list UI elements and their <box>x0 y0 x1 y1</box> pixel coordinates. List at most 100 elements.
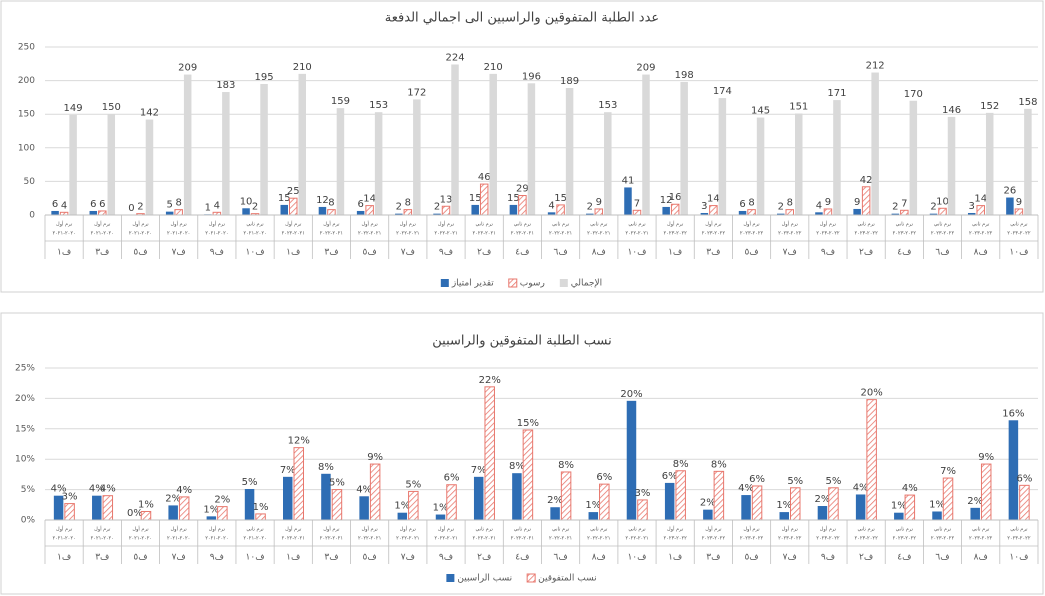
bar <box>217 506 228 521</box>
bar <box>51 210 59 215</box>
bar <box>891 213 900 215</box>
term-label: ترم أول <box>94 526 111 533</box>
data-label: 209 <box>636 63 655 74</box>
x-tick-label: ف٧ <box>783 248 797 258</box>
data-label: 14 <box>363 194 376 205</box>
data-label: 224 <box>445 52 464 63</box>
term-label: ترم ثاني <box>476 527 494 533</box>
data-label: 2 <box>137 202 143 213</box>
data-label: 0 <box>128 203 134 214</box>
bar <box>779 512 789 520</box>
x-tick-label: ف١ <box>286 248 300 258</box>
year-label: ٢٠٢٠-٢٠٢١ <box>91 536 114 542</box>
term-label: ترم أول <box>209 526 226 533</box>
data-label: 8 <box>328 198 334 209</box>
year-label: ٢٠٢٢-٢٠٢٣ <box>702 536 726 542</box>
term-label: ترم ثاني <box>896 527 914 533</box>
data-label: 2% <box>214 495 230 506</box>
term-label: ترم ثاني <box>857 527 875 533</box>
bar <box>738 210 747 215</box>
term-label: ترم ثاني <box>628 527 646 533</box>
data-label: 183 <box>216 80 235 91</box>
year-label: ٢٠٢١-٢٠٢٢ <box>549 231 572 237</box>
bar <box>98 210 107 216</box>
bar <box>522 429 534 521</box>
x-tick-label: ف٢ <box>477 248 491 258</box>
data-label: 210 <box>293 62 312 73</box>
data-label: 212 <box>866 61 885 72</box>
bar <box>451 64 459 215</box>
chart-frame <box>0 0 1044 293</box>
bar <box>713 470 725 521</box>
data-label: 2% <box>967 496 983 507</box>
bar <box>89 210 98 215</box>
data-label: 6 <box>90 199 96 210</box>
bar <box>435 514 446 520</box>
year-label: ٢٠٢٢-٢٠٢٣ <box>816 536 840 542</box>
data-label: 2% <box>700 498 716 509</box>
data-label: 5% <box>826 476 842 487</box>
data-label: 2 <box>434 202 440 213</box>
bar <box>206 516 217 520</box>
bar <box>413 99 421 215</box>
legend-swatch <box>559 279 568 287</box>
data-label: 145 <box>751 106 770 117</box>
data-label: 1% <box>433 503 449 514</box>
term-label: ترم أول <box>743 526 760 533</box>
bar <box>512 473 522 520</box>
year-label: ٢٠٢١-٢٠٢٢ <box>511 536 534 542</box>
bar <box>408 490 419 521</box>
data-label: 4% <box>176 485 192 496</box>
bar <box>550 507 560 520</box>
bar <box>260 83 268 216</box>
data-label: 8 <box>175 198 181 209</box>
data-label: 7 <box>634 198 640 209</box>
data-label: 8% <box>509 461 525 472</box>
term-label: ترم أول <box>361 526 378 533</box>
term-label: ترم ثاني <box>590 222 608 228</box>
data-label: 20% <box>861 388 883 399</box>
y-tick-label: 5% <box>21 485 36 495</box>
data-label: 4 <box>214 200 220 211</box>
x-tick-label: ف٧ <box>401 553 415 563</box>
bar <box>670 203 680 216</box>
data-label: 5% <box>242 477 258 488</box>
data-label: 12 <box>660 195 673 206</box>
year-label: ٢٠٢٢-٢٠٢٣ <box>854 231 878 237</box>
data-label: 1% <box>138 499 154 510</box>
year-label: ٢٠٢٢-٢٠٢٣ <box>854 536 878 542</box>
data-label: 46 <box>478 172 491 183</box>
data-label: 16% <box>1002 408 1024 419</box>
bar <box>107 114 116 215</box>
bar <box>664 482 675 520</box>
year-label: ٢٠٢٢-٢٠٢٣ <box>664 231 688 237</box>
term-label: ترم ثاني <box>1010 527 1028 533</box>
x-tick-label: ف١٠ <box>246 248 265 258</box>
year-label: ٢٠٢١-٢٠٢٢ <box>320 231 343 237</box>
data-label: 171 <box>827 88 846 99</box>
x-tick-label: ف٨ <box>974 553 988 563</box>
term-label: ترم أول <box>132 221 149 228</box>
bar <box>866 399 877 521</box>
year-label: ٢٠٢٢-٢٠٢٣ <box>1007 231 1031 237</box>
bar <box>904 494 916 521</box>
x-tick-label: ف١٠ <box>627 553 646 563</box>
bar <box>560 471 572 521</box>
data-label: 7% <box>940 466 956 477</box>
y-tick-label: 0% <box>21 516 36 526</box>
x-tick-label: ف٣ <box>95 248 109 258</box>
x-tick-label: ف٨ <box>974 248 988 258</box>
data-label: 2% <box>815 494 831 505</box>
bar <box>565 87 574 215</box>
bar <box>244 488 255 520</box>
term-label: ترم أول <box>820 221 837 228</box>
x-tick-label: ف٩ <box>439 248 453 258</box>
x-tick-label: ف٣ <box>706 553 720 563</box>
y-tick-label: 200 <box>18 76 35 86</box>
term-label: ترم ثاني <box>896 222 914 228</box>
data-label: 159 <box>331 96 350 107</box>
term-label: ترم أول <box>361 221 378 228</box>
year-label: ٢٠٢٢-٢٠٢٣ <box>664 536 688 542</box>
data-label: 5 <box>166 200 172 211</box>
bar <box>509 204 518 215</box>
